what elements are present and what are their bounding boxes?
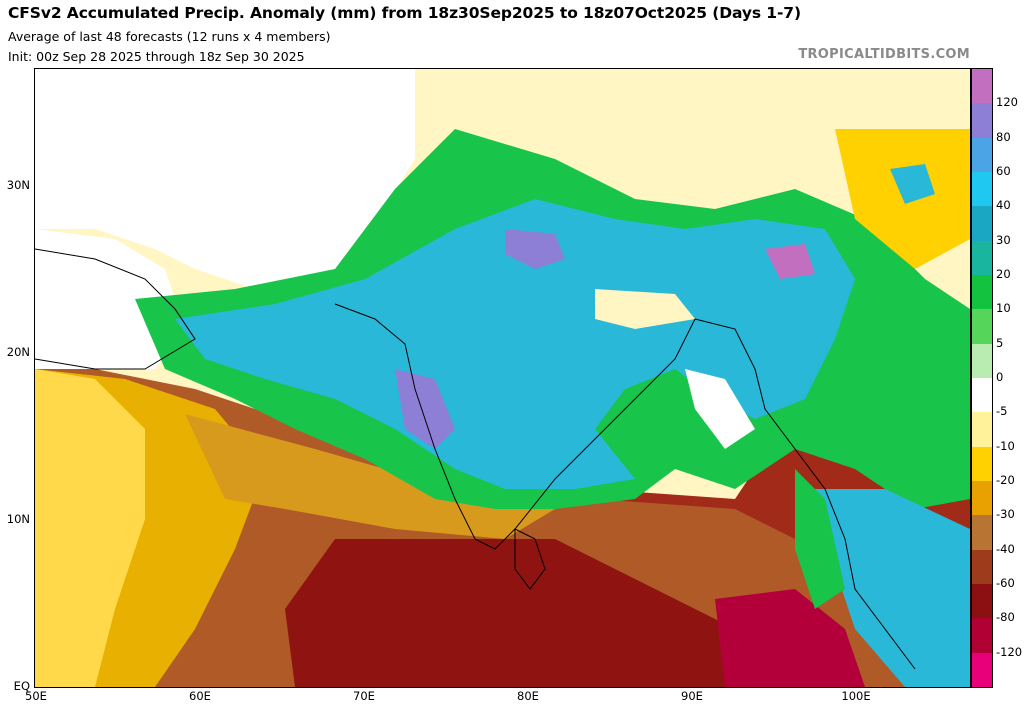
- dry-pocket-east-india: [595, 289, 695, 329]
- neutral-land-northwest: [35, 69, 415, 299]
- colorbar-label: -30: [996, 507, 1015, 522]
- dry-band-west-light: [35, 369, 145, 687]
- colorbar-segment: [972, 549, 992, 585]
- coastline-southeast-asia: [694, 318, 916, 670]
- colorbar-segment: [972, 69, 992, 104]
- lon-label-60e: 60E: [189, 689, 211, 703]
- colorbar-label: 20: [996, 267, 1011, 281]
- wet-max-west-coast: [395, 369, 455, 449]
- lon-label-50e: 50E: [25, 689, 47, 703]
- colorbar-segment: [972, 446, 992, 482]
- coastline-arabia: [35, 248, 196, 370]
- colorbar: [971, 68, 993, 688]
- source-credit: TROPICALTIDBITS.COM: [798, 47, 970, 62]
- lat-label-10n: 10N: [6, 512, 30, 526]
- chart-subtitle-init: Init: 00z Sep 28 2025 through 18z Sep 30…: [8, 49, 305, 64]
- colorbar-label: 60: [996, 164, 1011, 178]
- colorbar-segment: [972, 309, 992, 345]
- dry-core-south: [285, 539, 785, 687]
- dry-core-magenta: [715, 589, 865, 687]
- wet-max-northeast: [765, 244, 815, 279]
- colorbar-label: 5: [996, 335, 1004, 350]
- colorbar-label: 40: [996, 198, 1011, 213]
- coastline-sri-lanka: [514, 528, 546, 590]
- colorbar-label: 80: [996, 129, 1011, 144]
- lon-label-90e: 90E: [681, 689, 703, 703]
- colorbar-label: -10: [996, 438, 1015, 453]
- colorbar-segment: [972, 584, 992, 619]
- colorbar-label: -5: [996, 404, 1008, 419]
- colorbar-label: -20: [996, 473, 1015, 487]
- colorbar-label: 0: [996, 370, 1004, 384]
- colorbar-segment: [972, 515, 992, 551]
- colorbar-segment: [972, 103, 992, 139]
- wet-band-southeast: [795, 469, 845, 609]
- colorbar-label: -60: [996, 576, 1015, 590]
- chart-title: CFSv2 Accumulated Precip. Anomaly (mm) f…: [8, 4, 801, 22]
- dry-band-northeast: [835, 129, 970, 269]
- colorbar-segment: [972, 378, 992, 413]
- colorbar-segment: [972, 652, 992, 688]
- wet-spot-northeast: [890, 164, 935, 204]
- map-field: [35, 69, 970, 687]
- colorbar-segment: [972, 275, 992, 310]
- lat-label-eq: EQ: [13, 679, 30, 693]
- colorbar-segment: [972, 137, 992, 173]
- colorbar-label: -80: [996, 610, 1015, 625]
- colorbar-segment: [972, 240, 992, 276]
- colorbar-label: -40: [996, 541, 1015, 556]
- lon-label-100e: 100E: [841, 689, 871, 703]
- precip-anomaly-map: [34, 68, 971, 688]
- chart-subtitle-forecasts: Average of last 48 forecasts (12 runs x …: [8, 29, 331, 44]
- colorbar-label: 120: [996, 95, 1018, 110]
- lon-label-70e: 70E: [353, 689, 375, 703]
- colorbar-segment: [972, 481, 992, 516]
- lat-label-30n: 30N: [6, 178, 30, 192]
- lon-label-80e: 80E: [517, 689, 539, 703]
- colorbar-segment: [972, 206, 992, 242]
- colorbar-segment: [972, 618, 992, 654]
- colorbar-label: 10: [996, 301, 1011, 316]
- colorbar-label: 30: [996, 232, 1011, 247]
- dry-band-mid: [185, 414, 555, 539]
- lat-label-20n: 20N: [6, 345, 30, 359]
- colorbar-segment: [972, 172, 992, 207]
- colorbar-segment: [972, 343, 992, 379]
- colorbar-segment: [972, 412, 992, 448]
- neutral-arabia: [35, 229, 185, 369]
- wet-core-blue: [175, 199, 855, 489]
- coastline-india: [334, 303, 696, 550]
- colorbar-label: -120: [996, 644, 1023, 659]
- neutral-pocket-bay: [685, 369, 755, 449]
- wet-max-north: [505, 229, 565, 269]
- wet-core-southeast: [815, 489, 970, 687]
